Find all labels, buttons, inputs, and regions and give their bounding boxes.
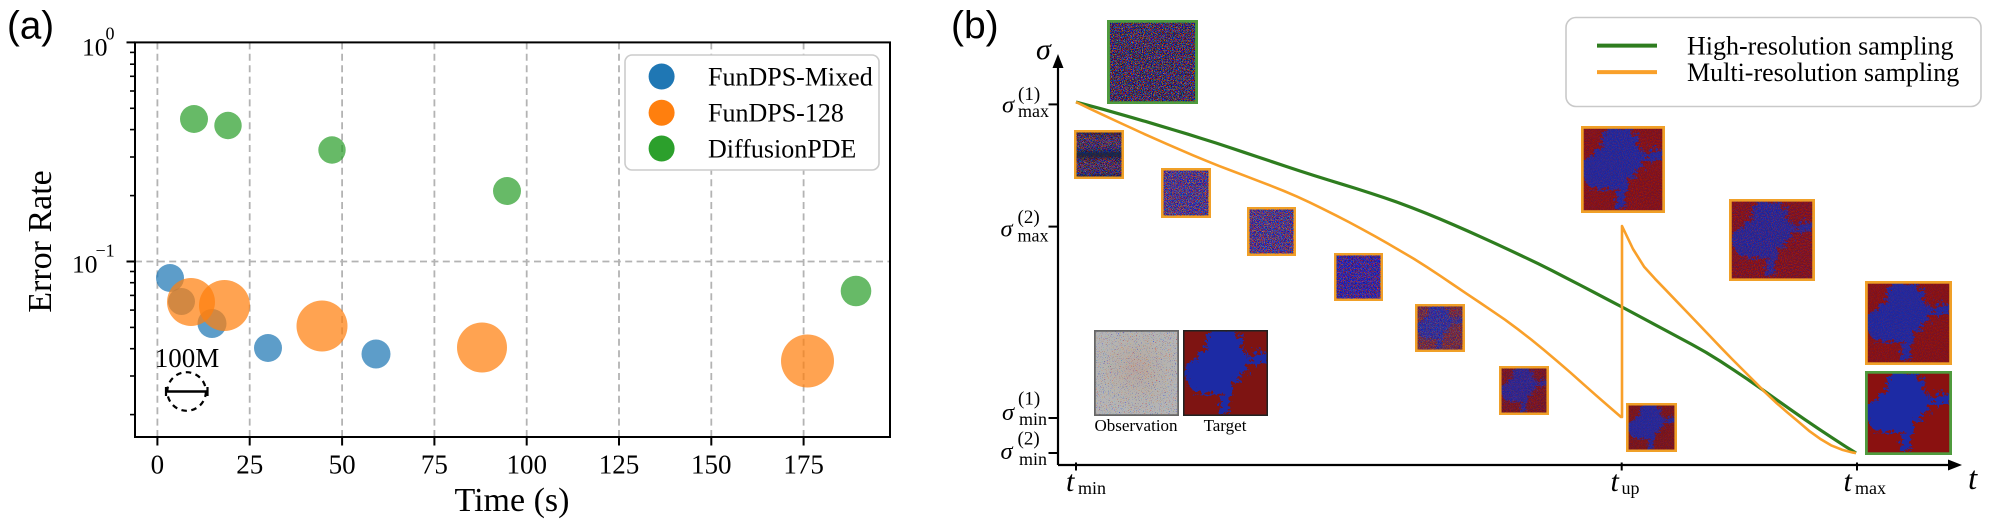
svg-text:75: 75 bbox=[421, 450, 448, 480]
svg-text:(b): (b) bbox=[951, 5, 999, 48]
svg-text:σ: σ bbox=[1002, 399, 1015, 426]
svg-text:25: 25 bbox=[236, 450, 263, 480]
svg-text:FunDPS-128: FunDPS-128 bbox=[708, 99, 844, 128]
svg-text:t: t bbox=[1066, 465, 1075, 498]
svg-text:(2): (2) bbox=[1018, 207, 1040, 228]
svg-text:t: t bbox=[1844, 465, 1853, 498]
svg-text:10: 10 bbox=[72, 250, 98, 279]
svg-text:σ: σ bbox=[1001, 215, 1014, 242]
svg-text:175: 175 bbox=[783, 450, 824, 480]
svg-text:100: 100 bbox=[506, 450, 547, 480]
svg-text:DiffusionPDE: DiffusionPDE bbox=[708, 135, 856, 164]
svg-text:min: min bbox=[1019, 449, 1047, 469]
svg-text:(1): (1) bbox=[1018, 84, 1040, 105]
svg-text:Error Rate: Error Rate bbox=[22, 170, 59, 313]
svg-text:−1: −1 bbox=[96, 241, 115, 261]
svg-text:100M: 100M bbox=[155, 343, 220, 373]
svg-text:0: 0 bbox=[151, 450, 165, 480]
svg-text:min: min bbox=[1019, 409, 1047, 429]
svg-text:σ: σ bbox=[1036, 33, 1052, 66]
svg-text:High-resolution sampling: High-resolution sampling bbox=[1687, 32, 1953, 61]
svg-text:(1): (1) bbox=[1018, 389, 1040, 410]
svg-text:σ: σ bbox=[1002, 92, 1015, 119]
svg-text:FunDPS-Mixed: FunDPS-Mixed bbox=[708, 63, 873, 92]
svg-text:(2): (2) bbox=[1018, 429, 1040, 450]
svg-text:Target: Target bbox=[1204, 416, 1247, 435]
svg-text:σ: σ bbox=[1001, 438, 1014, 465]
svg-text:(a): (a) bbox=[7, 5, 54, 48]
svg-text:Time (s): Time (s) bbox=[455, 482, 570, 519]
svg-text:Multi-resolution sampling: Multi-resolution sampling bbox=[1687, 58, 1959, 87]
svg-text:max: max bbox=[1018, 101, 1049, 121]
svg-text:150: 150 bbox=[691, 450, 732, 480]
svg-text:min: min bbox=[1078, 478, 1106, 498]
svg-text:50: 50 bbox=[329, 450, 356, 480]
svg-text:up: up bbox=[1622, 478, 1640, 498]
svg-text:t: t bbox=[1611, 465, 1620, 498]
svg-text:Observation: Observation bbox=[1094, 416, 1178, 435]
svg-text:max: max bbox=[1855, 478, 1886, 498]
svg-text:10: 10 bbox=[82, 33, 108, 62]
svg-text:max: max bbox=[1018, 225, 1049, 245]
svg-text:0: 0 bbox=[106, 24, 115, 44]
svg-text:t: t bbox=[1968, 461, 1978, 497]
svg-text:125: 125 bbox=[599, 450, 640, 480]
